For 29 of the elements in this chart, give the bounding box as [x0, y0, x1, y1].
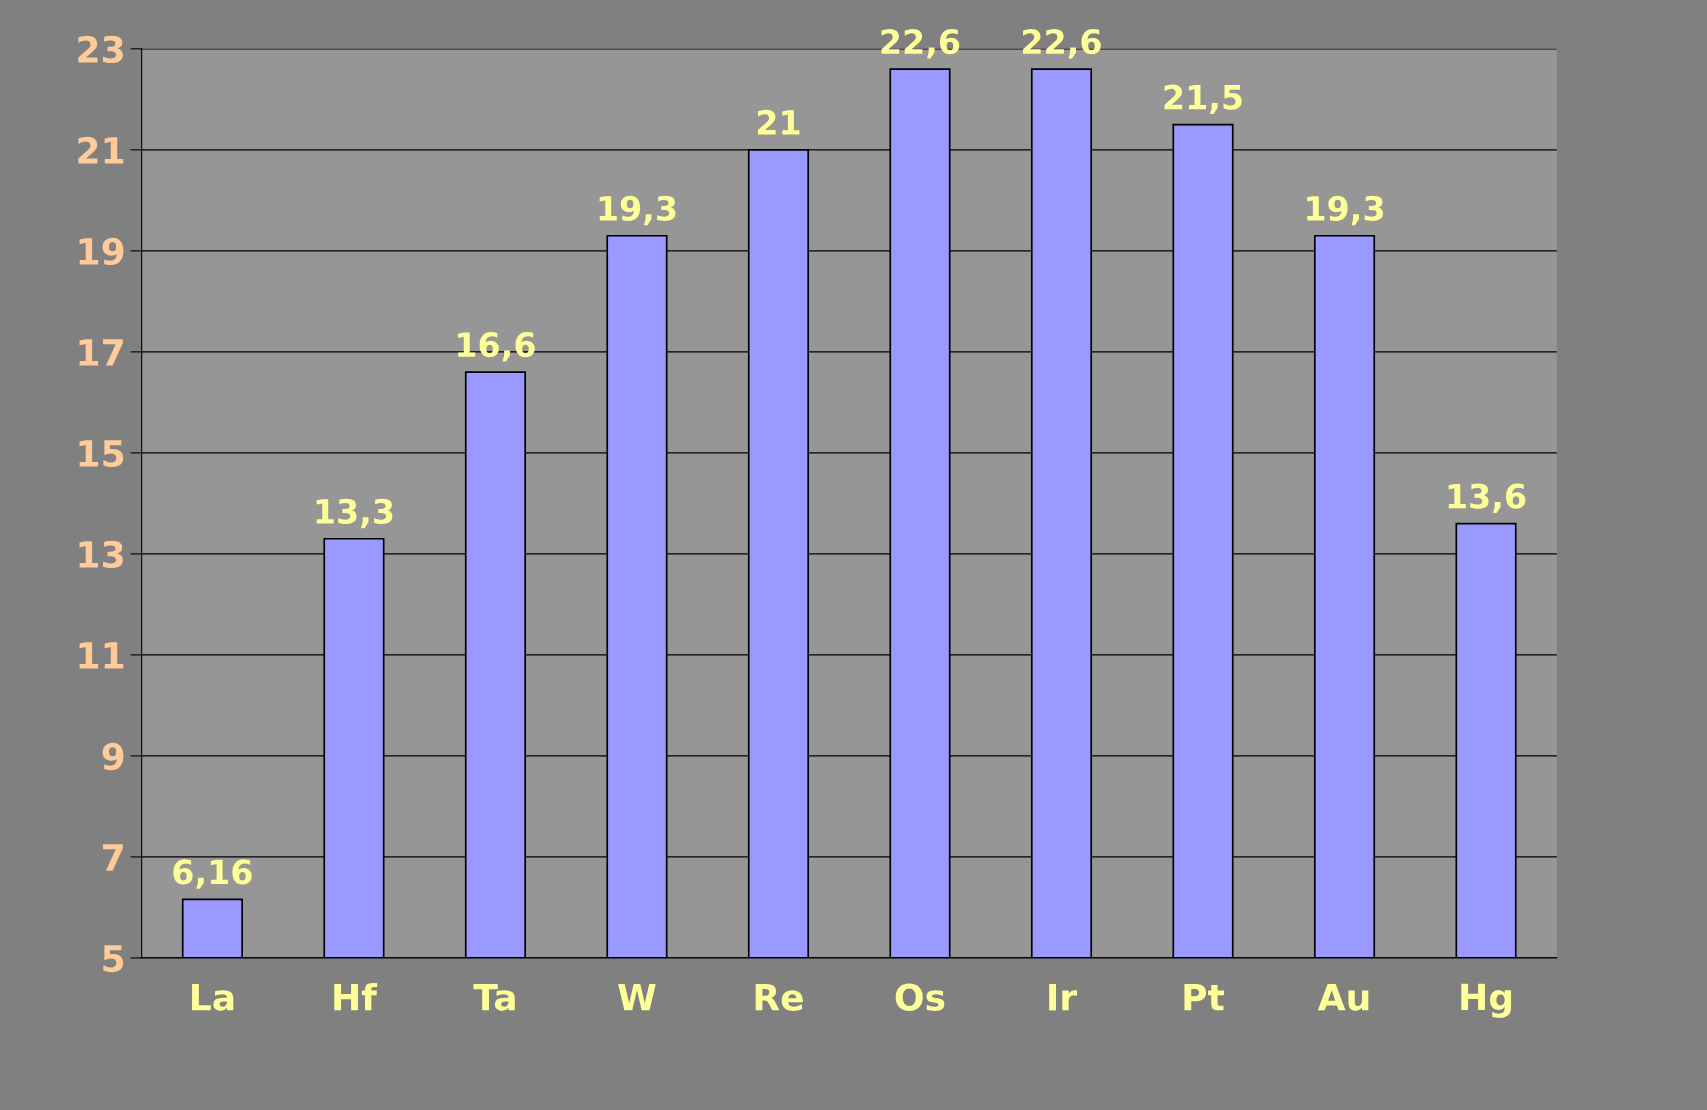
x-tick-label: Hf	[334, 982, 378, 1011]
x-tick-label: Os	[895, 983, 945, 1011]
x-tick-label: Re	[755, 984, 803, 1011]
y-tick-label: 19	[79, 237, 124, 266]
data-label: 13,3	[316, 498, 393, 529]
x-tick-label: W	[618, 984, 656, 1011]
x-tick-label: La	[192, 984, 234, 1011]
y-tick-label: 5	[103, 945, 124, 973]
x-tick-label: Pt	[1184, 984, 1225, 1011]
data-label: 19,3	[1307, 195, 1383, 226]
y-tick-label: 15	[79, 440, 124, 468]
x-tick-label: Ir	[1049, 984, 1078, 1011]
x-tick-label: Hg	[1461, 983, 1512, 1018]
data-label: 22,6	[881, 29, 960, 59]
y-tick-label: 13	[79, 540, 123, 569]
y-tick-label: 7	[103, 844, 123, 871]
data-label: 22,6	[1023, 29, 1101, 59]
y-tick-label: 23	[78, 35, 123, 64]
x-tick-label: Ta	[473, 984, 515, 1011]
data-label: 21	[757, 109, 800, 135]
x-tick-label: Au	[1317, 984, 1369, 1011]
data-label: 6,16	[173, 859, 252, 889]
y-tick-label: 9	[102, 742, 124, 771]
data-label: 19,3	[599, 195, 676, 226]
data-label: 13,6	[1448, 483, 1526, 514]
data-label: 21,5	[1164, 84, 1242, 115]
y-tick-label: 17	[79, 339, 123, 366]
y-tick-label: 11	[79, 642, 124, 669]
y-tick-label: 21	[78, 136, 124, 164]
